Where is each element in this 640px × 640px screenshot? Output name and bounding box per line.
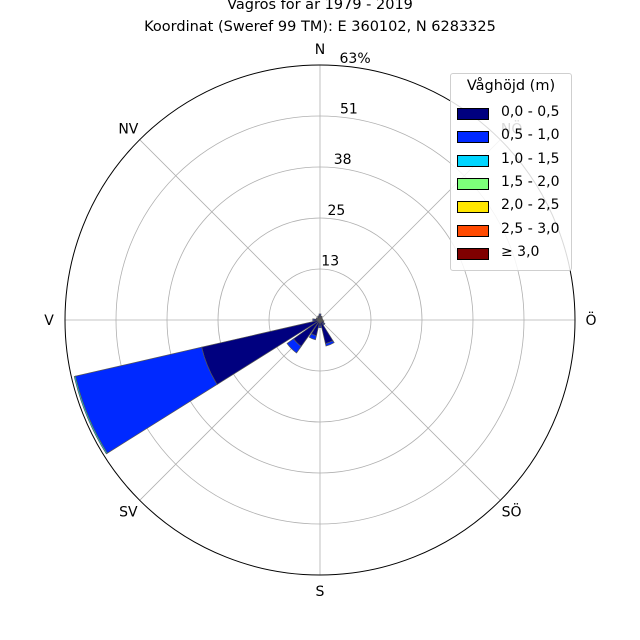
legend-label: 1,5 - 2,0 — [501, 173, 560, 190]
direction-label: S — [316, 584, 325, 600]
rose-wedge — [312, 318, 315, 322]
legend-swatch — [457, 108, 489, 120]
grid-spoke — [139, 139, 321, 321]
legend-item: 1,0 - 1,5 — [457, 150, 569, 170]
legend: Våghöjd (m) 0,0 - 0,5 0,5 - 1,0 1,0 - 1,5 1… — [450, 73, 572, 271]
rose-wedge — [318, 325, 322, 329]
radial-tick-label: 25 — [328, 203, 346, 219]
legend-item: 2,5 - 3,0 — [457, 220, 569, 240]
rose-wedge — [308, 333, 317, 341]
direction-label: Ö — [585, 311, 596, 329]
legend-label: 1,0 - 1,5 — [501, 150, 560, 167]
legend-item: ≥ 3,0 — [457, 243, 569, 263]
rose-wedge — [325, 340, 335, 347]
radial-tick-label: 51 — [340, 102, 358, 118]
polar-frame — [64, 64, 576, 576]
legend-item: 2,0 - 2,5 — [457, 197, 569, 216]
direction-label: V — [44, 313, 54, 329]
legend-label: 2,5 - 3,0 — [501, 220, 560, 237]
chart-subtitle: Koordinat (Sweref 99 TM): E 360102, N 62… — [144, 19, 496, 35]
legend-label: 2,0 - 2,5 — [501, 197, 560, 214]
chart-title: Vågros för år 1979 - 2019 — [227, 0, 413, 13]
legend-swatch — [457, 131, 489, 144]
legend-label: 0,5 - 1,0 — [501, 127, 560, 144]
rose-wedge — [286, 338, 302, 354]
legend-item: 0,0 - 0,5 — [457, 104, 569, 123]
legend-item: 0,5 - 1,0 — [457, 127, 569, 146]
legend-swatch — [457, 224, 489, 237]
legend-label: 0,0 - 0,5 — [501, 104, 560, 120]
legend-swatch — [457, 247, 489, 260]
rose-wedge — [318, 313, 322, 316]
direction-label: SV — [119, 505, 138, 521]
legend-title: Våghöjd (m) — [466, 78, 556, 94]
legend-swatch — [457, 201, 489, 214]
direction-label: SÖ — [502, 503, 522, 521]
direction-label: N — [315, 42, 325, 58]
rose-wedge — [319, 319, 334, 345]
rose-wedge — [320, 315, 323, 318]
grid-spoke — [319, 319, 501, 501]
radial-tick-label: 38 — [334, 152, 352, 168]
legend-swatch — [457, 177, 489, 190]
legend-item: 1,5 - 2,0 — [457, 173, 569, 193]
legend-label: ≥ 3,0 — [501, 243, 540, 260]
rose-wedge — [73, 375, 108, 455]
grid-spoke — [139, 319, 321, 501]
legend-swatch — [457, 154, 489, 167]
radial-tick-label: 13 — [321, 253, 339, 269]
rose-wedge — [201, 319, 321, 385]
radial-tick-label: 63% — [340, 51, 371, 67]
rose-wedge — [317, 315, 320, 318]
direction-label: NV — [118, 121, 138, 137]
rose-wedge — [322, 322, 326, 326]
